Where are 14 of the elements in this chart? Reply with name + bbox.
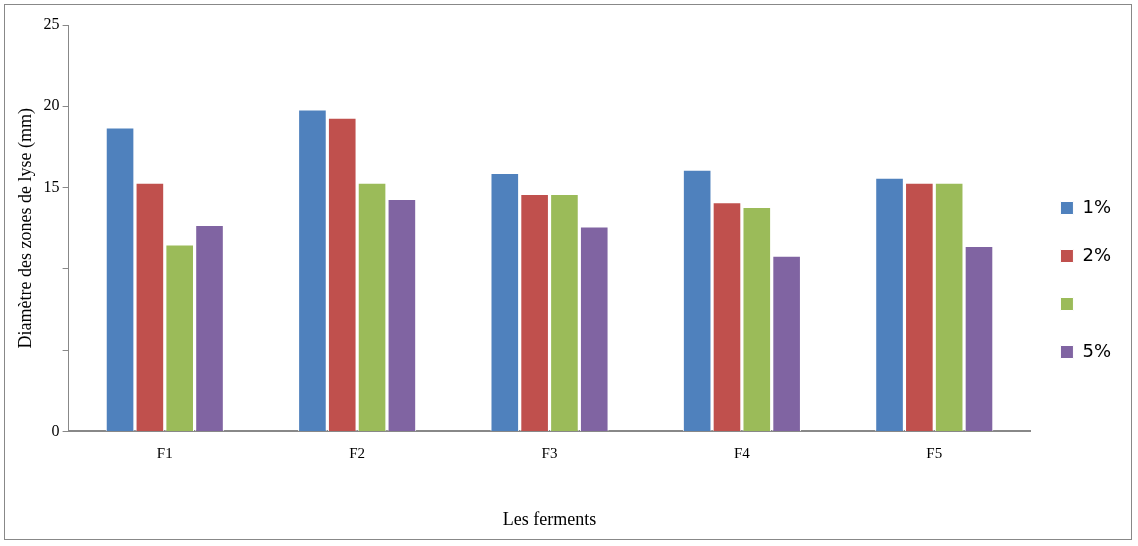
y-tick-label: 0: [51, 421, 60, 439]
x-tick-label: F3: [541, 445, 558, 462]
y-axis-title: Diamètre des zones de lyse (mm): [14, 107, 36, 349]
x-axis-title: Les ferments: [502, 508, 597, 529]
x-tick-label: F5: [926, 445, 943, 462]
x-tick-label: F4: [733, 445, 751, 462]
x-tick-label: F1: [156, 445, 173, 462]
x-tick-label: F2: [349, 445, 366, 462]
y-tick-label: 20: [43, 96, 60, 114]
legend-label: 5%: [1082, 339, 1112, 361]
y-tick-label: 25: [43, 15, 60, 33]
legend-label: 1%: [1082, 195, 1112, 217]
legend-label: 2%: [1082, 243, 1112, 265]
y-tick-label: 15: [43, 177, 60, 195]
